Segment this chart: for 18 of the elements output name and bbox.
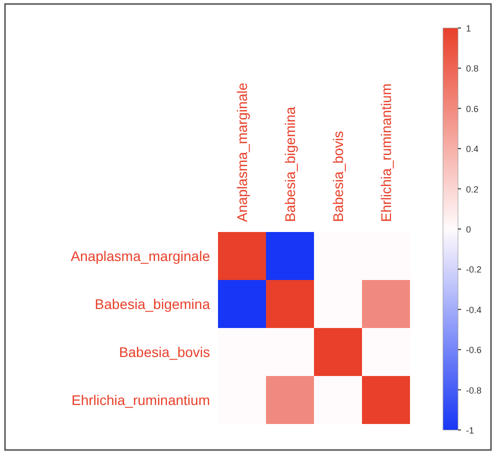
- x-tick-label: Babesia_bovis: [330, 130, 346, 222]
- y-tick-label: Ehrlichia_ruminantium: [71, 392, 210, 408]
- color-bar-label: -0.4: [466, 304, 482, 315]
- color-bar-label: -0.8: [466, 385, 482, 396]
- color-bar-label: 0.6: [466, 104, 479, 114]
- y-tick-label: Babesia_bovis: [118, 344, 210, 360]
- color-bar-label: 0: [466, 224, 472, 234]
- x-tick-label: Babesia_bigemina: [282, 106, 298, 222]
- color-bar-label: 0.4: [466, 144, 479, 154]
- color-bar-label: -1: [466, 426, 474, 436]
- color-bar-label: 0.8: [466, 64, 479, 74]
- color-bar-label: 0.2: [466, 184, 479, 194]
- color-bar-label: -0.2: [466, 264, 482, 275]
- color-bar-label: -0.6: [466, 345, 482, 356]
- y-tick-label: Babesia_bigemina: [94, 296, 210, 312]
- y-tick-label: Anaplasma_marginale: [70, 248, 210, 264]
- x-tick-label: Ehrlichia_ruminantium: [378, 83, 394, 222]
- color-bar-label: 1: [466, 24, 472, 34]
